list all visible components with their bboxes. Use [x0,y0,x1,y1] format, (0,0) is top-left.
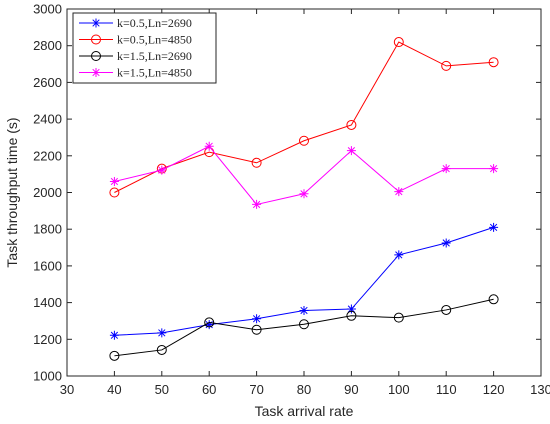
x-tick-label: 90 [344,382,358,397]
x-axis-label: Task arrival rate [255,403,354,419]
data-point [299,305,309,315]
data-point [299,319,309,330]
data-point [489,222,499,232]
x-tick-label: 120 [483,382,505,397]
legend-label: k=0.5,Ln=2690 [117,16,192,30]
data-point [109,187,120,198]
x-tick-label: 130 [530,382,550,397]
data-point [251,324,262,335]
y-tick-label: 1000 [33,369,62,384]
x-tick-label: 70 [249,382,263,397]
data-point [346,146,356,156]
series-layer [109,37,499,361]
data-point [489,164,499,174]
y-tick-label: 2000 [33,185,62,200]
axis-ticks: 30 40 50 60 70 80 90 100 110 120 130 1000 1200 1400 16… [33,2,550,398]
legend-marker [91,51,101,61]
y-tick-label: 2400 [33,112,62,127]
legend-item: k=0.5,Ln=2690 [79,16,192,30]
legend-item: k=1.5,Ln=4850 [79,66,192,80]
legend-label: k=0.5,Ln=4850 [117,33,192,47]
data-point [252,199,262,209]
y-tick-label: 1200 [33,332,62,347]
y-axis-label: Task throughput time (s) [4,117,20,267]
data-point [346,119,357,130]
legend-marker [91,34,101,45]
data-point [204,317,215,328]
data-point [441,60,452,71]
data-point [204,320,214,330]
data-point [441,304,452,315]
data-point [299,189,309,199]
legend-marker [91,68,101,77]
y-tick-label: 1400 [33,295,62,310]
data-point [441,164,451,174]
data-point [252,314,262,324]
series-4 [109,141,499,209]
series-2 [109,37,499,198]
data-point [109,330,119,340]
data-point [441,238,451,248]
x-tick-label: 50 [155,382,169,397]
series-1 [109,222,499,340]
x-tick-label: 110 [436,382,457,397]
x-tick-label: 100 [388,382,410,397]
legend-label: k=1.5,Ln=4850 [117,66,192,80]
y-tick-label: 2200 [33,148,62,163]
data-point [109,176,119,186]
legend-marker [91,18,101,28]
data-point [157,165,167,175]
legend-item: k=1.5,Ln=2690 [79,49,192,63]
legend-label: k=1.5,Ln=2690 [117,49,192,63]
data-point [394,187,404,197]
series-line [114,41,494,193]
data-point [393,312,404,323]
x-tick-label: 40 [107,382,121,397]
data-point [346,304,356,314]
y-tick-label: 1800 [33,222,62,237]
legend-item: k=0.5,Ln=4850 [79,33,192,47]
data-point [394,250,404,260]
data-point [204,141,214,151]
x-tick-label: 60 [202,382,216,397]
data-point [488,57,499,68]
data-point [251,157,262,168]
y-tick-label: 1600 [33,258,62,273]
data-point [156,344,167,355]
data-point [299,135,309,146]
y-tick-label: 3000 [33,2,62,17]
legend: k=0.5,Ln=2690 k=0.5,Ln=4850 k=1.5,Ln=2690 k… [72,12,217,84]
data-point [393,37,404,48]
series-line [114,298,494,357]
data-point [109,350,120,361]
y-tick-label: 2800 [33,38,62,53]
series-3 [109,294,499,361]
y-tick-label: 2600 [33,75,62,90]
data-point [488,294,499,305]
data-point [346,310,357,321]
data-point [157,328,167,338]
x-tick-label: 30 [60,382,74,397]
x-tick-label: 80 [297,382,311,397]
